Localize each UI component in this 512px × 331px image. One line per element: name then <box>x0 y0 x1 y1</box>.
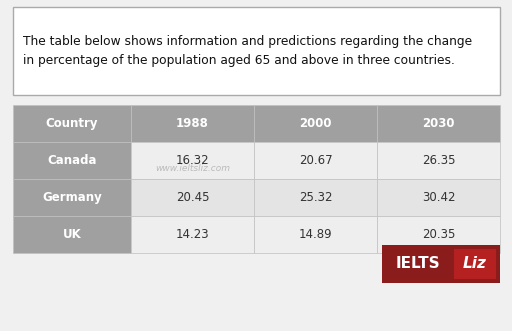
Text: 25.32: 25.32 <box>298 191 332 204</box>
Text: 14.23: 14.23 <box>176 228 209 241</box>
Text: www.ieltsliz.com: www.ieltsliz.com <box>155 164 230 173</box>
Text: The table below shows information and predictions regarding the change
in percen: The table below shows information and pr… <box>23 35 472 67</box>
Text: 1988: 1988 <box>176 117 209 130</box>
Text: IELTS: IELTS <box>395 257 440 271</box>
Text: Canada: Canada <box>47 154 97 167</box>
Bar <box>377 105 500 142</box>
Text: 16.32: 16.32 <box>176 154 209 167</box>
Bar <box>254 179 377 216</box>
Text: 14.89: 14.89 <box>298 228 332 241</box>
Bar <box>454 249 496 279</box>
Text: 30.42: 30.42 <box>422 191 455 204</box>
Text: Liz: Liz <box>463 257 487 271</box>
Text: 2000: 2000 <box>299 117 332 130</box>
Bar <box>377 179 500 216</box>
Text: Germany: Germany <box>42 191 102 204</box>
Bar <box>382 245 500 283</box>
Bar <box>13 179 131 216</box>
Bar <box>13 105 131 142</box>
Text: 20.67: 20.67 <box>298 154 332 167</box>
Bar <box>13 142 131 179</box>
Bar <box>13 216 131 253</box>
Bar <box>377 216 500 253</box>
Text: 20.35: 20.35 <box>422 228 455 241</box>
Bar <box>254 105 377 142</box>
Bar <box>131 216 254 253</box>
Bar <box>131 142 254 179</box>
Bar <box>131 105 254 142</box>
Text: 20.45: 20.45 <box>176 191 209 204</box>
Bar <box>377 142 500 179</box>
Text: 26.35: 26.35 <box>422 154 455 167</box>
Text: Country: Country <box>46 117 98 130</box>
Text: UK: UK <box>62 228 81 241</box>
Bar <box>131 179 254 216</box>
Bar <box>13 7 500 95</box>
Bar <box>254 142 377 179</box>
Text: 2030: 2030 <box>422 117 455 130</box>
Bar <box>254 216 377 253</box>
